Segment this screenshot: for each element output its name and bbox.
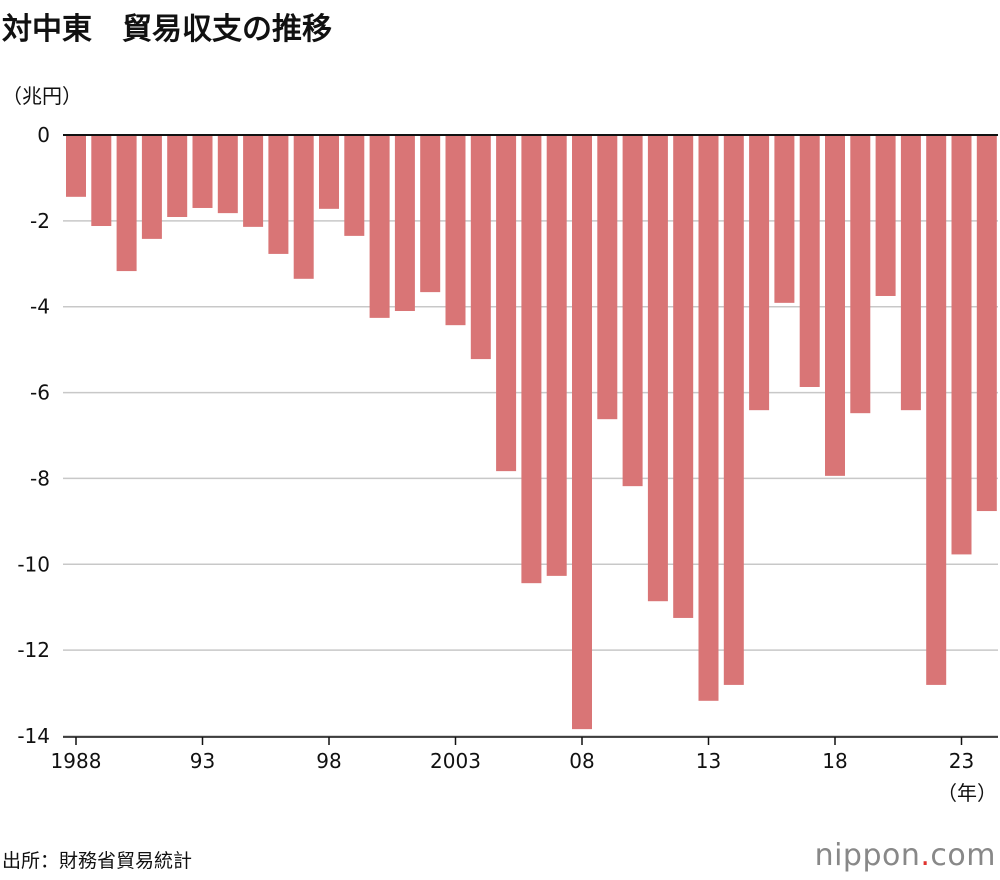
- y-tick-label: -12: [17, 638, 50, 662]
- nippon-logo: nippon.com: [814, 838, 996, 873]
- bar-2002: [420, 135, 441, 293]
- bar-2005: [496, 135, 517, 472]
- x-axis-unit-label: （年）: [937, 781, 997, 805]
- bar-2014: [723, 135, 744, 685]
- bar-2015: [749, 135, 770, 411]
- bar-2010: [622, 135, 643, 487]
- bar-2020: [875, 135, 896, 296]
- bar-1996: [268, 135, 289, 254]
- x-tick-label: 23: [949, 749, 974, 773]
- y-tick-label: 0: [37, 123, 50, 147]
- bar-2024: [976, 135, 997, 512]
- bar-1989: [91, 135, 112, 227]
- bar-2001: [394, 135, 415, 312]
- y-tick-label: -8: [30, 466, 50, 490]
- bar-2004: [470, 135, 491, 360]
- x-tick-label: 18: [822, 749, 847, 773]
- bar-1997: [293, 135, 314, 279]
- bar-2012: [673, 135, 694, 618]
- x-tick-label: 98: [316, 749, 341, 773]
- bar-1990: [116, 135, 137, 272]
- bar-2006: [521, 135, 542, 584]
- source-note: 出所：財務省貿易統計: [2, 850, 193, 872]
- y-tick-label: -4: [30, 295, 50, 319]
- y-tick-label: -10: [17, 552, 50, 576]
- bar-1995: [243, 135, 264, 227]
- bar-1999: [344, 135, 365, 236]
- bar-1988: [66, 135, 86, 197]
- bar-2009: [597, 135, 618, 420]
- bar-2013: [698, 135, 719, 701]
- bar-2003: [445, 135, 466, 326]
- y-tick-label: -14: [17, 724, 50, 748]
- y-tick-label: -6: [30, 381, 50, 405]
- bar-1992: [167, 135, 188, 217]
- bar-1991: [141, 135, 162, 239]
- y-tick-label: -2: [30, 209, 50, 233]
- bar-2022: [926, 135, 947, 685]
- bar-2023: [951, 135, 972, 555]
- bar-2018: [825, 135, 845, 476]
- bar-2019: [850, 135, 871, 414]
- bar-1998: [319, 135, 339, 209]
- x-tick-label: 1988: [51, 749, 102, 773]
- x-tick-label: 13: [696, 749, 721, 773]
- x-tick-label: 2003: [430, 749, 481, 773]
- bar-2008: [572, 135, 592, 730]
- y-axis-unit-label: （兆円）: [2, 84, 82, 108]
- bar-2021: [900, 135, 921, 411]
- bar-2016: [774, 135, 795, 303]
- bar-2011: [647, 135, 668, 602]
- x-tick-label: 93: [190, 749, 215, 773]
- chart-title: 対中東 貿易収支の推移: [2, 12, 332, 47]
- bar-2017: [799, 135, 820, 387]
- bar-2007: [546, 135, 567, 576]
- x-tick-label: 08: [569, 749, 594, 773]
- bar-2000: [369, 135, 390, 318]
- bar-1993: [192, 135, 213, 208]
- bar-1994: [217, 135, 238, 214]
